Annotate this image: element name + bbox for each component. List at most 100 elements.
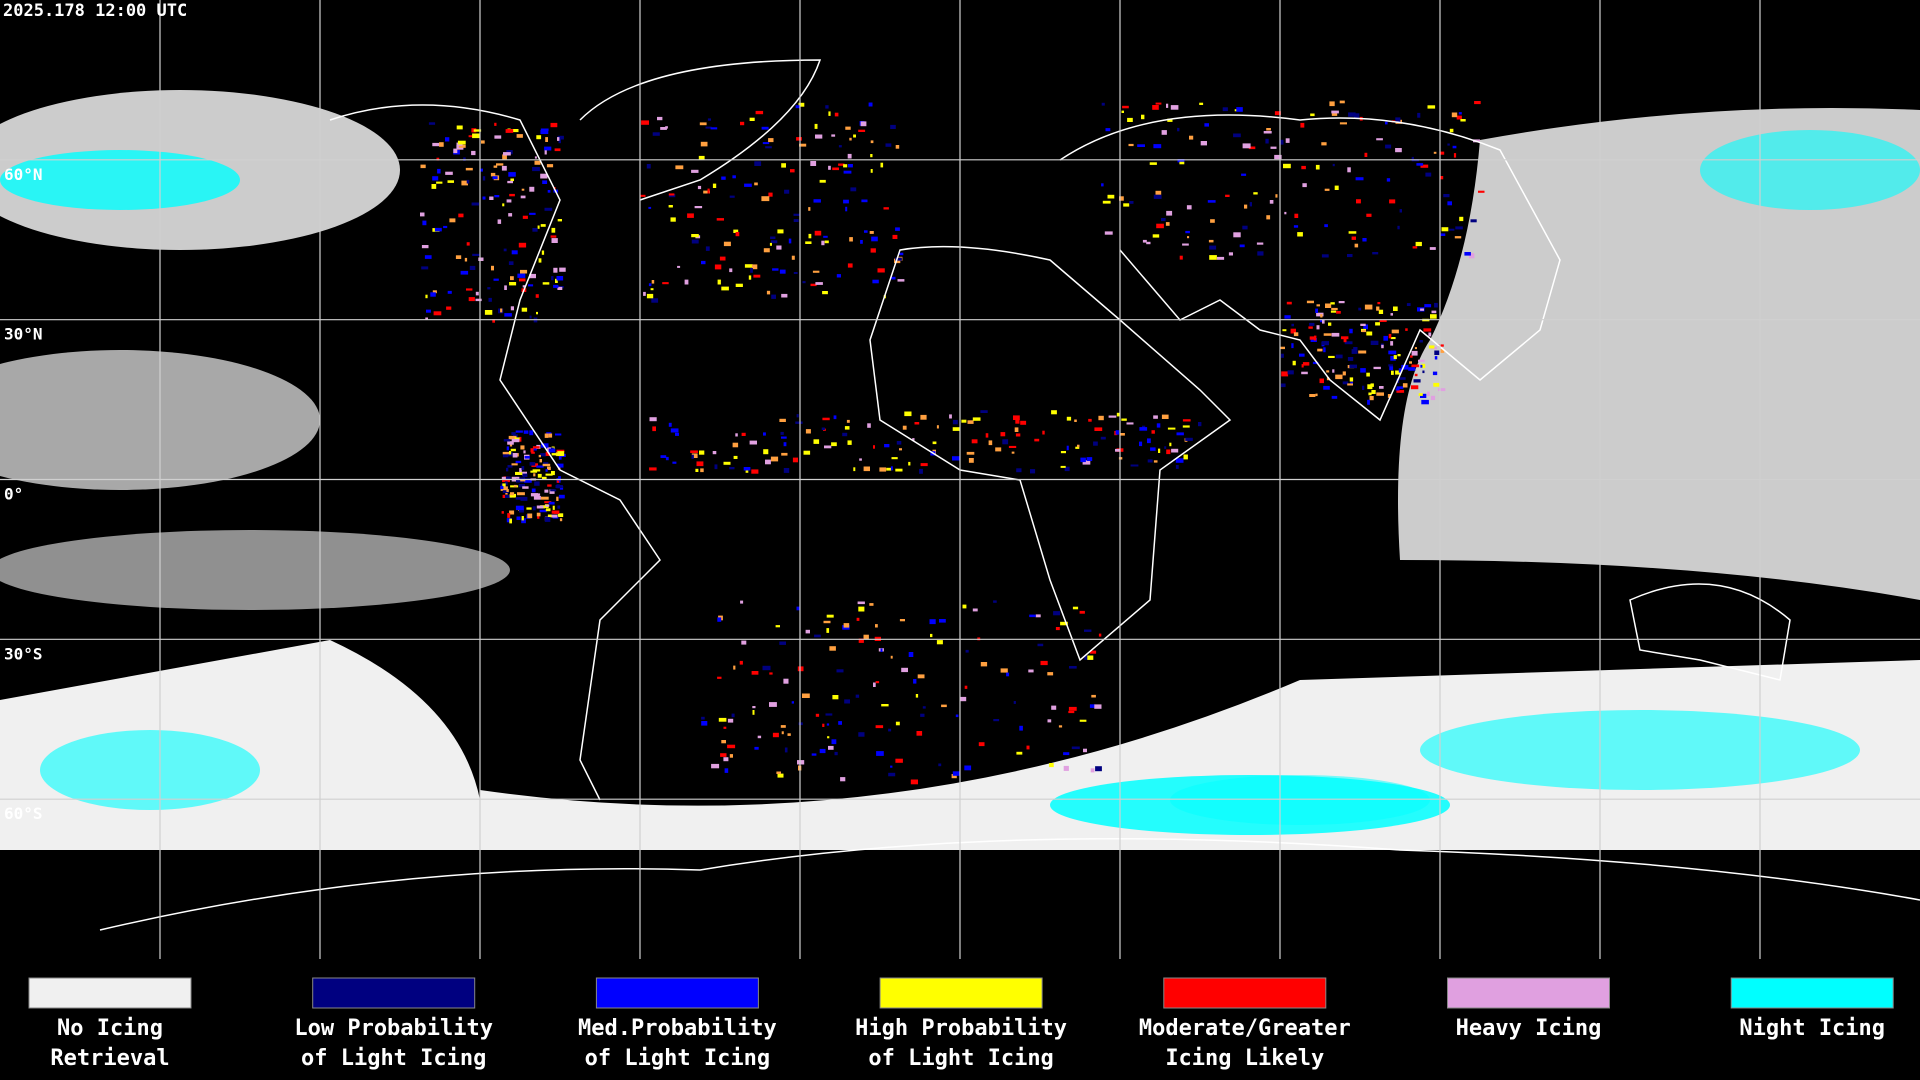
icing-speck <box>861 199 868 203</box>
icing-speck <box>1282 329 1287 332</box>
icing-speck <box>845 126 851 130</box>
icing-speck <box>1420 364 1423 368</box>
icing-speck <box>751 671 759 675</box>
latitude-label: 30°S <box>4 644 43 663</box>
icing-speck <box>757 735 762 739</box>
icing-speck <box>1049 763 1054 768</box>
icing-speck <box>1301 364 1304 368</box>
icing-speck <box>1158 448 1161 453</box>
legend-label: Night Icing <box>1739 1016 1885 1041</box>
icing-speck <box>1414 373 1418 377</box>
icing-speck <box>1410 355 1413 358</box>
icing-speck <box>696 461 704 467</box>
icing-speck <box>853 467 856 472</box>
icing-speck <box>472 253 481 256</box>
icing-speck <box>731 713 735 718</box>
icing-speck <box>966 451 975 455</box>
icing-speck <box>500 485 504 490</box>
icing-speck <box>717 617 722 622</box>
icing-speck <box>864 230 868 233</box>
icing-speck <box>729 268 733 273</box>
icing-speck <box>1156 423 1161 428</box>
icing-speck <box>548 448 556 453</box>
icing-speck <box>883 207 889 210</box>
icing-speck <box>521 516 524 521</box>
icing-speck <box>665 456 669 461</box>
icing-speck <box>712 183 717 188</box>
icing-speck <box>772 268 779 271</box>
icing-speck <box>700 468 704 473</box>
icing-speck <box>1331 113 1338 116</box>
icing-speck <box>1470 219 1477 223</box>
icing-speck <box>447 180 454 183</box>
icing-speck <box>859 458 862 461</box>
icing-speck <box>1388 333 1392 339</box>
icing-speck <box>553 284 559 288</box>
icing-speck <box>1314 335 1317 341</box>
icing-speck <box>743 467 751 471</box>
coastline <box>1059 114 1561 422</box>
icing-speck <box>781 731 784 735</box>
icing-speck <box>1151 430 1155 434</box>
icing-speck <box>1060 621 1068 626</box>
icing-speck <box>550 235 557 238</box>
icing-speck <box>1177 159 1185 163</box>
icing-speck <box>515 471 523 475</box>
icing-speck <box>533 447 537 451</box>
icing-speck <box>1386 178 1391 182</box>
icing-speck <box>895 758 903 763</box>
icing-speck <box>542 476 547 480</box>
icing-speck <box>1285 138 1290 143</box>
icing-speck <box>521 466 525 470</box>
icing-speck <box>507 180 513 184</box>
icing-speck <box>1087 655 1094 660</box>
icing-speck <box>727 718 734 723</box>
icing-speck <box>1164 446 1167 449</box>
icing-speck <box>802 693 810 698</box>
icing-speck <box>640 194 646 197</box>
icing-speck <box>714 464 718 470</box>
icing-speck <box>845 206 848 212</box>
icing-speck <box>502 451 509 455</box>
icing-speck <box>932 441 937 445</box>
icing-speck <box>922 706 926 709</box>
icing-speck <box>478 257 484 261</box>
icing-speck <box>710 127 718 130</box>
latitude-label: 0° <box>4 485 23 504</box>
icing-speck <box>1420 393 1427 398</box>
icing-speck <box>815 282 823 285</box>
icing-speck <box>1373 366 1381 370</box>
icing-speck <box>901 667 908 673</box>
icing-speck <box>534 481 540 486</box>
icing-speck <box>1347 167 1351 173</box>
icing-speck <box>1301 371 1308 375</box>
icing-speck <box>506 467 509 472</box>
icing-speck <box>1317 348 1323 352</box>
icing-speck <box>502 154 507 160</box>
icing-speck <box>1182 425 1190 428</box>
icing-speck <box>508 261 514 265</box>
icing-speck <box>555 278 558 283</box>
icing-speck <box>1176 432 1184 436</box>
icing-speck <box>1011 451 1015 454</box>
icing-speck <box>1319 378 1324 384</box>
icing-speck <box>763 248 770 253</box>
icing-speck <box>500 486 508 491</box>
icing-speck <box>1053 611 1061 616</box>
icing-speck <box>735 433 738 437</box>
icing-speck <box>1291 343 1294 349</box>
icing-speck <box>545 504 550 507</box>
icing-speck <box>539 509 547 513</box>
icing-speck <box>732 442 739 448</box>
icing-speck <box>776 771 781 774</box>
cloud-layer <box>0 90 1920 850</box>
icing-speck <box>1399 377 1406 380</box>
icing-speck <box>740 600 744 604</box>
icing-speck <box>875 681 880 684</box>
icing-speck <box>1336 311 1341 314</box>
icing-speck <box>1291 323 1294 327</box>
icing-speck <box>1381 344 1384 349</box>
icing-speck <box>536 311 538 315</box>
cloud <box>1170 775 1430 825</box>
icing-speck <box>540 224 546 227</box>
